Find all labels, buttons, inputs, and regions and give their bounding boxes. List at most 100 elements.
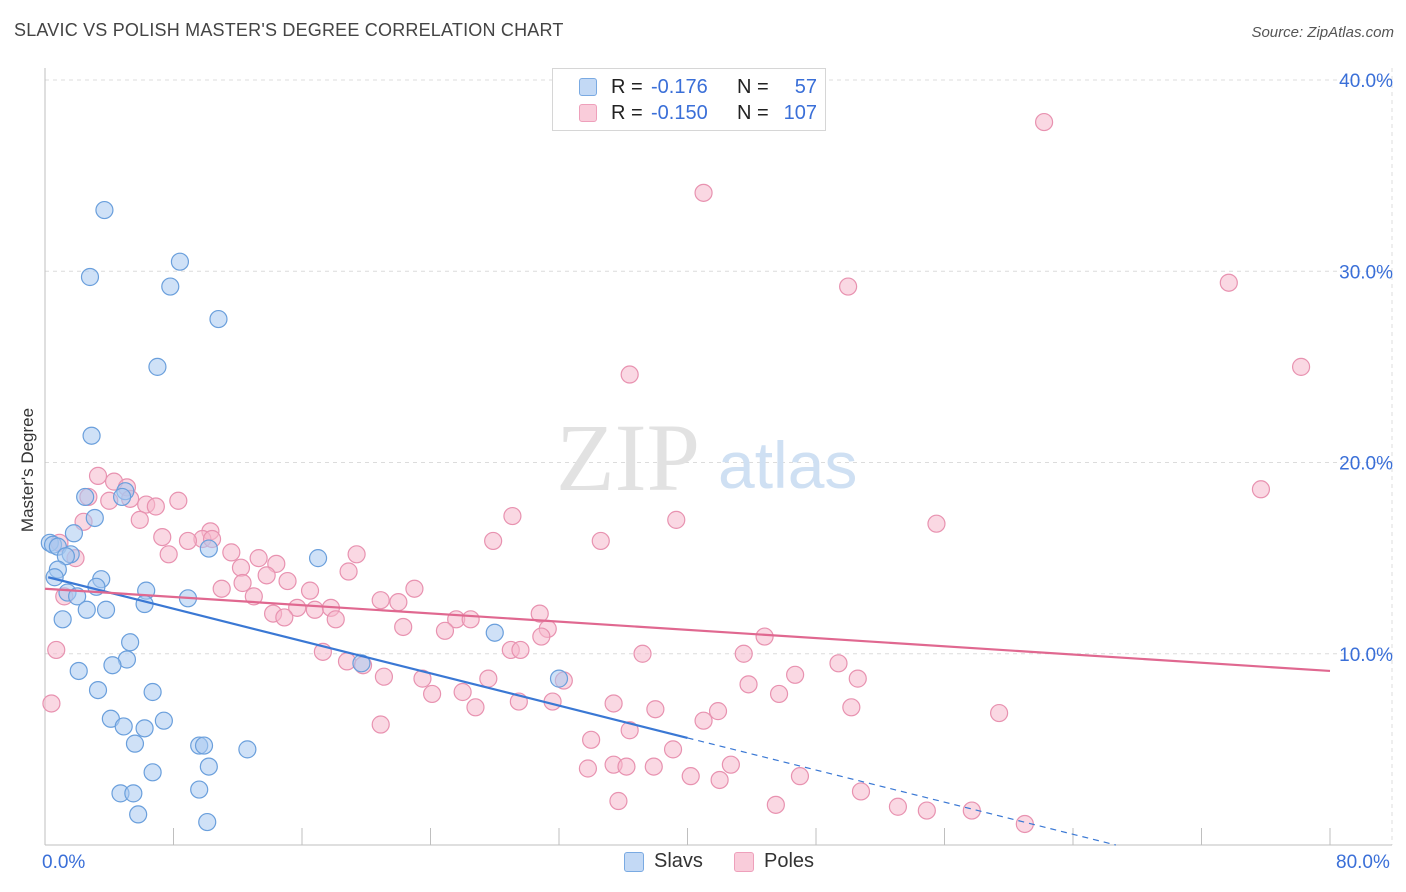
slavs-point [82,426,101,445]
y-tick-label: 40.0% [1339,71,1393,92]
poles-point [249,549,268,568]
poles-point [479,669,498,688]
bottom-legend-slavs: Slavs [624,850,703,873]
slavs-point [194,736,214,755]
poles-point [435,621,455,640]
slavs-point [352,654,371,673]
slavs-point [80,267,100,287]
poles-point [42,694,61,713]
y-tick-labels: 10.0% 20.0% 30.0% 40.0% [1339,71,1393,666]
poles-point [389,593,408,612]
slavs-point [198,812,217,832]
poles-point [663,740,683,759]
slavs-point [135,719,154,738]
poles-point [371,591,390,610]
poles-point [927,514,946,533]
slavs-point [121,633,140,652]
slavs-series [40,200,569,832]
poles-point [153,527,172,547]
poles-point [394,617,413,637]
poles-point [47,640,66,660]
poles-point [644,757,663,776]
poles-point [178,531,198,551]
slavs-point [549,669,569,688]
poles-point [755,627,774,646]
poles-point [604,694,623,713]
poles-point [244,587,263,606]
poles-series [42,112,1311,834]
poles-point [646,700,665,719]
y-tick-label: 10.0% [1339,645,1393,666]
poles-point [842,698,861,717]
slavs-point [170,252,190,271]
slavs-point [308,549,328,568]
poles-point [466,698,485,717]
poles-point [231,558,251,577]
slavs-point [199,539,218,558]
poles-point [620,721,639,740]
slavs-point [129,805,148,824]
poles-point [278,571,297,591]
legend-r-value: -0.176 [651,75,708,98]
slavs-point [209,309,228,329]
poles-point [667,510,686,529]
slavs-legend-swatch [624,851,644,872]
poles-point [159,545,178,564]
poles-point [848,669,867,688]
poles-point [681,767,700,786]
correlation-legend: R = -0.176 N = 57 R = -0.150 N = 107 [552,68,826,131]
chart-title: SLAVIC VS POLISH MASTER'S DEGREE CORRELA… [14,20,564,40]
slavs-point [53,610,72,629]
slavs-point [199,757,218,776]
slavs-point [124,784,143,803]
poles-point [617,757,636,776]
poles-point [530,604,549,623]
legend-r-value: -0.150 [651,101,708,124]
poles-point [1251,480,1271,499]
slavs-point [190,780,209,799]
slavs-point [238,740,257,759]
poles-point [461,610,480,629]
poles-point [130,510,149,529]
legend-row-slavs: R = -0.176 N = 57 [579,75,817,99]
poles-point [1219,273,1238,292]
y-axis-title: Master's Degree [18,407,37,533]
legend-r-label: R = [611,75,643,98]
legend-n-value: 57 [794,75,817,98]
poles-point [694,711,713,730]
poles-point [694,183,713,202]
poles-point [275,608,294,627]
slavs-point [114,717,133,736]
poles-point [511,640,530,660]
slavs-point [143,682,162,702]
poles-point [88,466,108,485]
slavs-point [161,277,180,296]
slavs-point [148,357,167,376]
poles-point [222,543,241,562]
poles-point [710,770,729,790]
grid-lines [45,68,1393,845]
slavs-point [77,600,96,619]
poles-point [917,801,936,820]
bottom-legend-poles: Poles [734,850,814,873]
poles-legend-label: Poles [764,850,815,872]
x-axis-min-label: 0.0% [42,852,86,873]
watermark-zip: ZIP [556,404,700,511]
poles-point [413,669,432,688]
y-tick-label: 30.0% [1339,262,1393,283]
slavs-point [96,600,116,619]
slavs-point [154,711,173,730]
slavs-trend-line [47,576,688,739]
poles-point [888,797,908,816]
poles-point [326,610,345,629]
chart-source: Source: ZipAtlas.com [1251,24,1394,41]
poles-point [990,703,1009,723]
axes [44,68,1392,846]
poles-point [620,365,639,384]
poles-point [503,506,522,526]
slavs-point [103,656,122,675]
slavs-point [112,487,132,507]
poles-point [582,730,601,749]
poles-point [578,759,598,778]
